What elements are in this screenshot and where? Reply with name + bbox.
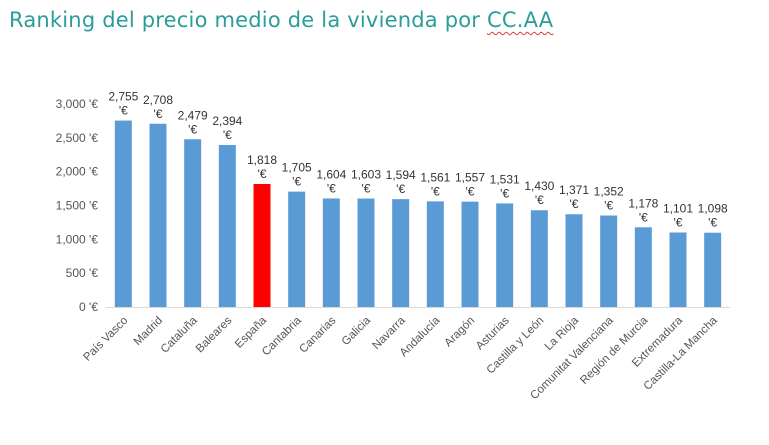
bar <box>357 198 375 307</box>
y-tick-label: 1,000 '€ <box>56 232 99 246</box>
category-label: Canarias <box>297 314 338 355</box>
data-label-value: 1,603 <box>351 168 381 182</box>
bar <box>704 232 722 307</box>
data-label-value: 1,557 <box>455 171 485 185</box>
category-label: País Vasco <box>81 315 130 364</box>
y-tick-label: 1,500 '€ <box>56 199 99 213</box>
page-title-abbr: CC.AA <box>487 8 554 32</box>
data-label-unit: '€ <box>362 182 371 196</box>
data-label-unit: '€ <box>327 181 336 195</box>
data-label-unit: '€ <box>535 193 544 207</box>
bar <box>634 227 652 307</box>
data-label-unit: '€ <box>223 128 232 142</box>
category-label: Baleares <box>194 314 235 355</box>
data-label-unit: '€ <box>500 186 509 200</box>
data-label-unit: '€ <box>119 104 128 118</box>
category-label: Galicia <box>340 314 374 348</box>
data-label-unit: '€ <box>639 210 648 224</box>
data-label-value: 2,708 <box>143 93 173 107</box>
y-tick-label: 500 '€ <box>66 266 99 280</box>
bar <box>530 210 548 307</box>
data-label-unit: '€ <box>258 167 267 181</box>
data-label-value: 1,705 <box>282 161 312 175</box>
data-label-value: 1,531 <box>490 172 520 186</box>
data-label-unit: '€ <box>188 122 197 136</box>
bar <box>426 201 444 307</box>
data-label-unit: '€ <box>292 175 301 189</box>
page-title: Ranking del precio medio de la vivienda … <box>9 8 553 32</box>
category-label: Aragón <box>442 315 477 350</box>
bar <box>184 139 202 307</box>
data-label-unit: '€ <box>674 215 683 229</box>
data-label-value: 2,479 <box>178 108 208 122</box>
bar <box>496 203 514 307</box>
data-label-value: 1,818 <box>247 153 277 167</box>
data-label-value: 1,604 <box>316 167 346 181</box>
data-label-value: 1,098 <box>698 202 728 216</box>
category-label: Cataluña <box>159 314 200 355</box>
data-label-value: 1,561 <box>420 170 450 184</box>
data-label-value: 1,594 <box>386 168 416 182</box>
data-label-value: 2,755 <box>108 90 138 104</box>
data-label-value: 1,352 <box>594 185 624 199</box>
data-label-unit: '€ <box>154 107 163 121</box>
y-tick-label: 2,000 '€ <box>56 165 99 179</box>
bar <box>253 183 271 307</box>
bar <box>218 145 236 307</box>
data-label-value: 1,178 <box>628 196 658 210</box>
bar <box>114 120 132 307</box>
data-label-value: 1,371 <box>559 183 589 197</box>
bar <box>669 232 687 307</box>
y-tick-label: 3,000 '€ <box>56 97 99 111</box>
data-label-unit: '€ <box>396 182 405 196</box>
bar <box>392 199 410 307</box>
page-title-text: Ranking del precio medio de la vivienda … <box>9 8 481 32</box>
data-label-unit: '€ <box>570 197 579 211</box>
bar <box>461 201 479 307</box>
y-tick-label: 0 '€ <box>79 300 98 314</box>
bar <box>149 123 167 307</box>
data-label-value: 1,101 <box>663 201 693 215</box>
bar <box>288 191 306 307</box>
data-label-unit: '€ <box>708 216 717 230</box>
data-label-unit: '€ <box>466 185 475 199</box>
data-label-value: 1,430 <box>524 179 554 193</box>
bar <box>322 198 340 307</box>
data-label-unit: '€ <box>604 199 613 213</box>
data-label-unit: '€ <box>431 184 440 198</box>
y-tick-label: 2,500 '€ <box>56 131 99 145</box>
category-label: Madrid <box>132 315 165 348</box>
bar <box>600 215 618 307</box>
data-label-value: 2,394 <box>212 114 242 128</box>
bar <box>565 214 583 307</box>
